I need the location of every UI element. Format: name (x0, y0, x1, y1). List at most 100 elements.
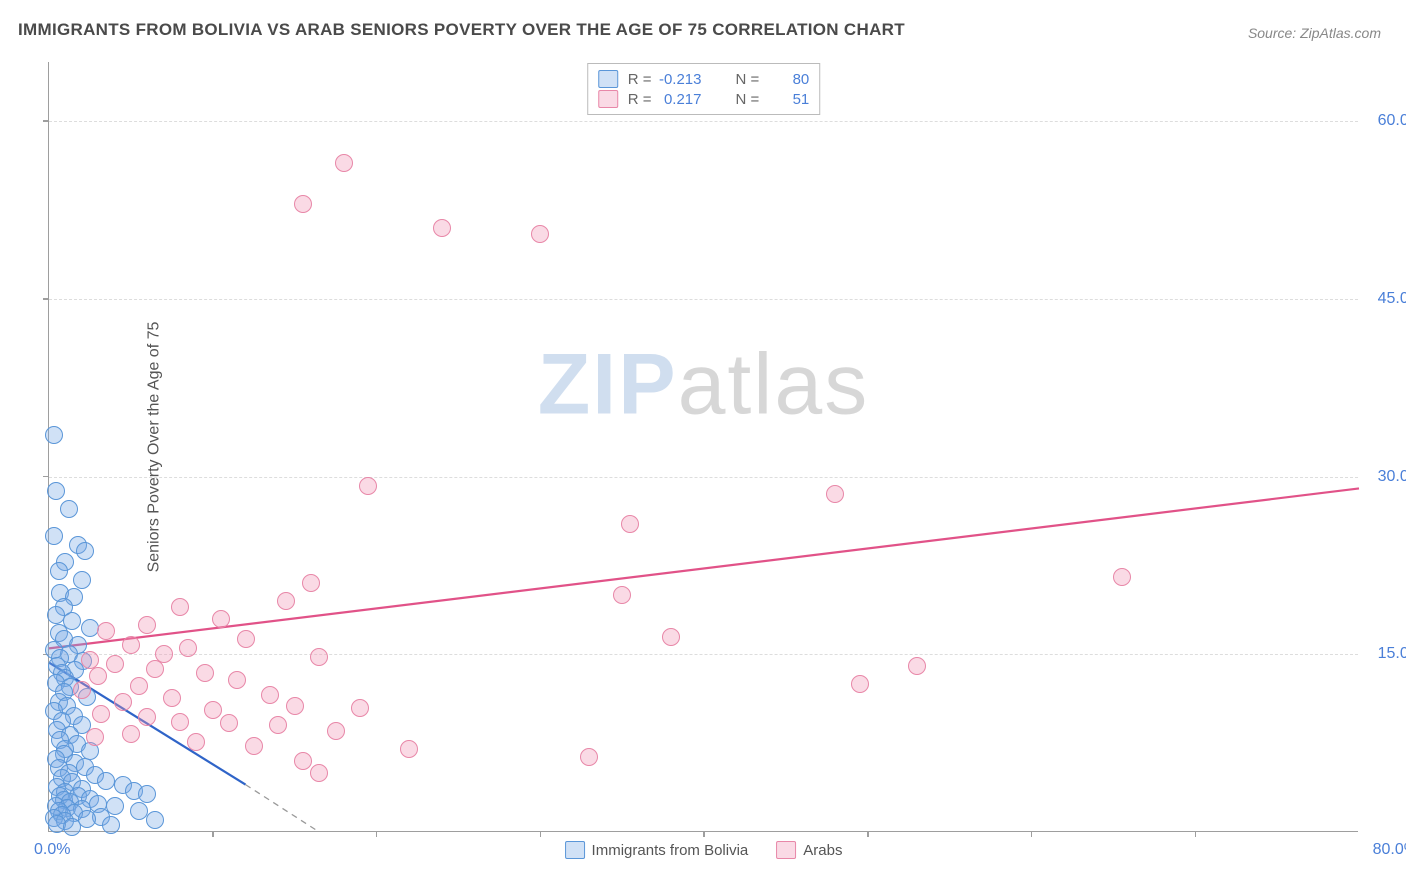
legend-swatch-2 (598, 90, 618, 108)
scatter-point (122, 636, 140, 654)
scatter-point (351, 699, 369, 717)
x-tick-mark (703, 831, 705, 837)
scatter-point (310, 764, 328, 782)
scatter-point (621, 515, 639, 533)
y-tick-mark (43, 120, 49, 122)
scatter-point (106, 655, 124, 673)
source-attribution: Source: ZipAtlas.com (1248, 25, 1381, 41)
y-axis-tick-label: 60.0% (1378, 112, 1406, 130)
scatter-point (196, 664, 214, 682)
series-legend: Immigrants from Bolivia Arabs (565, 841, 843, 859)
scatter-point (826, 485, 844, 503)
source-value: ZipAtlas.com (1300, 25, 1381, 41)
trend-line-extension (246, 785, 320, 832)
scatter-point (531, 225, 549, 243)
scatter-point (92, 705, 110, 723)
scatter-point (220, 714, 238, 732)
scatter-point (45, 426, 63, 444)
scatter-point (171, 598, 189, 616)
scatter-point (86, 728, 104, 746)
x-tick-mark (1195, 831, 1197, 837)
scatter-point (63, 818, 81, 836)
plot-area: Seniors Poverty Over the Age of 75 0.0% … (48, 62, 1358, 832)
r-label-1: R = (628, 71, 652, 88)
scatter-point (662, 628, 680, 646)
scatter-point (187, 733, 205, 751)
scatter-point (237, 630, 255, 648)
y-tick-mark (43, 298, 49, 300)
scatter-point (50, 562, 68, 580)
y-axis-tick-label: 15.0% (1378, 645, 1406, 663)
scatter-point (47, 606, 65, 624)
n-label-1: N = (736, 71, 760, 88)
scatter-point (102, 816, 120, 834)
scatter-point (277, 592, 295, 610)
scatter-point (97, 772, 115, 790)
scatter-point (294, 752, 312, 770)
n-label-2: N = (736, 91, 760, 108)
scatter-point (114, 693, 132, 711)
scatter-point (138, 708, 156, 726)
scatter-point (204, 701, 222, 719)
scatter-point (613, 586, 631, 604)
scatter-point (269, 716, 287, 734)
x-axis-tick-min: 0.0% (34, 841, 70, 859)
x-tick-mark (540, 831, 542, 837)
grid-line-h (49, 654, 1358, 655)
source-label: Source: (1248, 25, 1296, 41)
scatter-point (73, 681, 91, 699)
n-value-2: 51 (761, 91, 809, 108)
scatter-point (245, 737, 263, 755)
scatter-point (261, 686, 279, 704)
scatter-point (138, 785, 156, 803)
scatter-point (294, 195, 312, 213)
y-axis-tick-label: 30.0% (1378, 468, 1406, 486)
scatter-point (146, 660, 164, 678)
scatter-point (286, 697, 304, 715)
scatter-point (60, 500, 78, 518)
legend-row-series2: R =0.217 N =51 (598, 90, 810, 108)
x-tick-mark (212, 831, 214, 837)
x-tick-mark (376, 831, 378, 837)
chart-title: IMMIGRANTS FROM BOLIVIA VS ARAB SENIORS … (18, 20, 905, 40)
r-label-2: R = (628, 91, 652, 108)
scatter-point (122, 725, 140, 743)
scatter-point (580, 748, 598, 766)
legend-bottom-swatch-2 (776, 841, 796, 859)
scatter-point (302, 574, 320, 592)
r-value-2: 0.217 (654, 91, 702, 108)
scatter-point (97, 622, 115, 640)
scatter-point (851, 675, 869, 693)
grid-line-h (49, 477, 1358, 478)
scatter-point (130, 677, 148, 695)
scatter-point (433, 219, 451, 237)
legend-item-2: Arabs (776, 841, 842, 859)
n-value-1: 80 (761, 71, 809, 88)
scatter-point (228, 671, 246, 689)
scatter-point (310, 648, 328, 666)
scatter-point (171, 713, 189, 731)
scatter-point (908, 657, 926, 675)
scatter-point (47, 482, 65, 500)
x-tick-mark (867, 831, 869, 837)
scatter-point (327, 722, 345, 740)
scatter-point (335, 154, 353, 172)
y-axis-tick-label: 45.0% (1378, 290, 1406, 308)
trend-line (49, 488, 1359, 648)
legend-swatch-1 (598, 70, 618, 88)
scatter-point (212, 610, 230, 628)
grid-line-h (49, 299, 1358, 300)
legend-row-series1: R =-0.213 N =80 (598, 70, 810, 88)
scatter-point (130, 802, 148, 820)
scatter-point (1113, 568, 1131, 586)
scatter-point (359, 477, 377, 495)
scatter-point (81, 619, 99, 637)
y-tick-mark (43, 476, 49, 478)
legend-label-2: Arabs (803, 842, 842, 859)
scatter-point (73, 571, 91, 589)
scatter-point (400, 740, 418, 758)
legend-bottom-swatch-1 (565, 841, 585, 859)
scatter-point (76, 542, 94, 560)
scatter-point (45, 527, 63, 545)
x-tick-mark (1031, 831, 1033, 837)
